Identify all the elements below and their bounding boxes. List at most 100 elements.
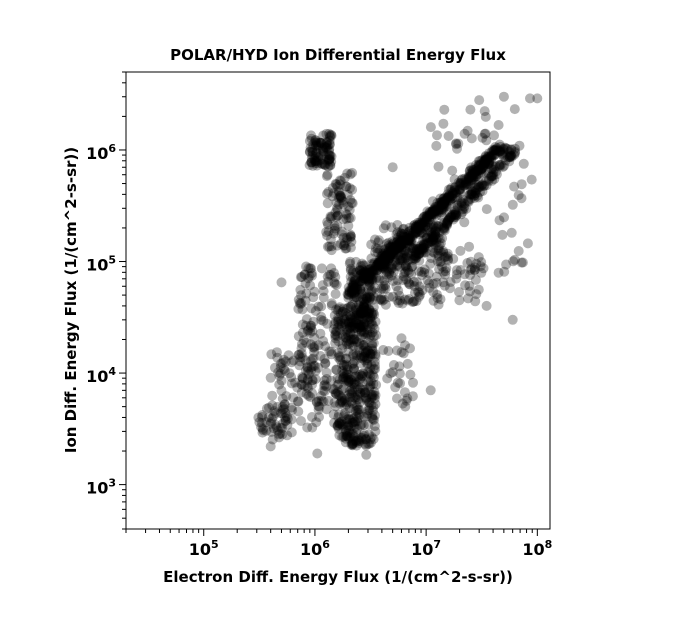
data-point	[444, 190, 454, 201]
data-point	[329, 278, 340, 289]
data-point	[379, 255, 390, 266]
data-point	[350, 309, 360, 320]
data-point	[359, 355, 370, 366]
data-point	[266, 417, 277, 428]
data-point	[417, 227, 428, 238]
data-point	[368, 307, 379, 318]
data-point	[478, 263, 489, 274]
data-point	[454, 185, 465, 196]
data-point	[307, 270, 317, 281]
data-point	[347, 398, 358, 409]
data-point	[323, 187, 334, 197]
data-point	[265, 418, 276, 429]
data-point	[305, 280, 316, 291]
data-point	[404, 235, 415, 246]
data-point	[322, 230, 333, 241]
data-point	[372, 243, 383, 254]
data-point	[288, 392, 299, 403]
data-point	[345, 232, 356, 243]
data-point	[363, 268, 374, 279]
data-point	[302, 362, 313, 373]
data-point	[440, 251, 451, 262]
data-point	[377, 256, 388, 267]
data-point	[345, 327, 355, 338]
data-point	[366, 432, 377, 443]
data-point	[450, 187, 461, 198]
data-point	[358, 294, 369, 305]
data-point	[347, 198, 358, 209]
data-point	[441, 218, 452, 229]
data-point	[379, 294, 389, 305]
data-point	[343, 290, 354, 301]
data-point	[479, 156, 490, 167]
data-point	[330, 329, 341, 340]
data-point	[318, 146, 329, 157]
data-point	[408, 226, 419, 237]
data-point	[329, 417, 340, 428]
data-point	[316, 314, 327, 325]
data-point	[355, 284, 366, 295]
data-point	[464, 179, 475, 190]
data-point	[297, 373, 308, 384]
data-point	[359, 298, 370, 309]
data-point	[367, 389, 378, 400]
data-point	[410, 246, 421, 257]
data-point	[339, 317, 350, 328]
data-point	[435, 256, 446, 267]
data-point	[343, 420, 354, 431]
data-point	[424, 210, 434, 221]
data-point	[346, 282, 357, 293]
data-point	[451, 269, 462, 280]
data-point	[432, 130, 442, 141]
data-point	[343, 282, 354, 293]
data-point	[344, 213, 354, 224]
data-point	[367, 344, 378, 354]
data-point	[396, 239, 407, 250]
data-point	[459, 217, 470, 228]
data-point	[356, 275, 367, 286]
data-point	[277, 393, 288, 404]
data-point	[279, 364, 289, 374]
data-point	[373, 247, 383, 258]
data-point	[335, 352, 346, 363]
data-point	[352, 285, 363, 296]
data-point	[257, 412, 267, 422]
data-point	[486, 163, 497, 174]
data-point	[337, 419, 348, 430]
data-point	[492, 143, 502, 153]
data-point	[362, 267, 373, 278]
data-point	[485, 152, 495, 162]
data-point	[361, 272, 372, 283]
data-point	[341, 367, 352, 378]
data-point	[351, 400, 362, 411]
data-point	[363, 303, 374, 314]
data-point	[431, 204, 442, 215]
data-point	[344, 433, 354, 444]
data-point	[316, 138, 327, 148]
data-point	[390, 245, 401, 256]
data-point	[417, 222, 428, 233]
data-point	[335, 354, 346, 365]
data-point	[318, 385, 329, 396]
data-point	[311, 396, 322, 407]
data-point	[368, 338, 379, 349]
data-point	[361, 355, 372, 365]
data-point	[364, 318, 375, 329]
data-point	[295, 299, 306, 310]
data-point	[425, 231, 436, 242]
data-point	[381, 250, 392, 261]
data-point	[261, 425, 272, 436]
data-point	[355, 320, 366, 331]
data-point	[428, 243, 439, 254]
data-point	[300, 295, 311, 306]
data-point	[418, 217, 429, 228]
data-point	[269, 406, 280, 417]
data-point	[403, 247, 414, 258]
data-point	[427, 229, 437, 240]
data-point	[414, 291, 424, 302]
data-point	[331, 279, 342, 290]
data-point	[387, 245, 398, 256]
data-point	[386, 264, 396, 275]
data-point	[359, 310, 370, 321]
data-point	[338, 383, 349, 394]
